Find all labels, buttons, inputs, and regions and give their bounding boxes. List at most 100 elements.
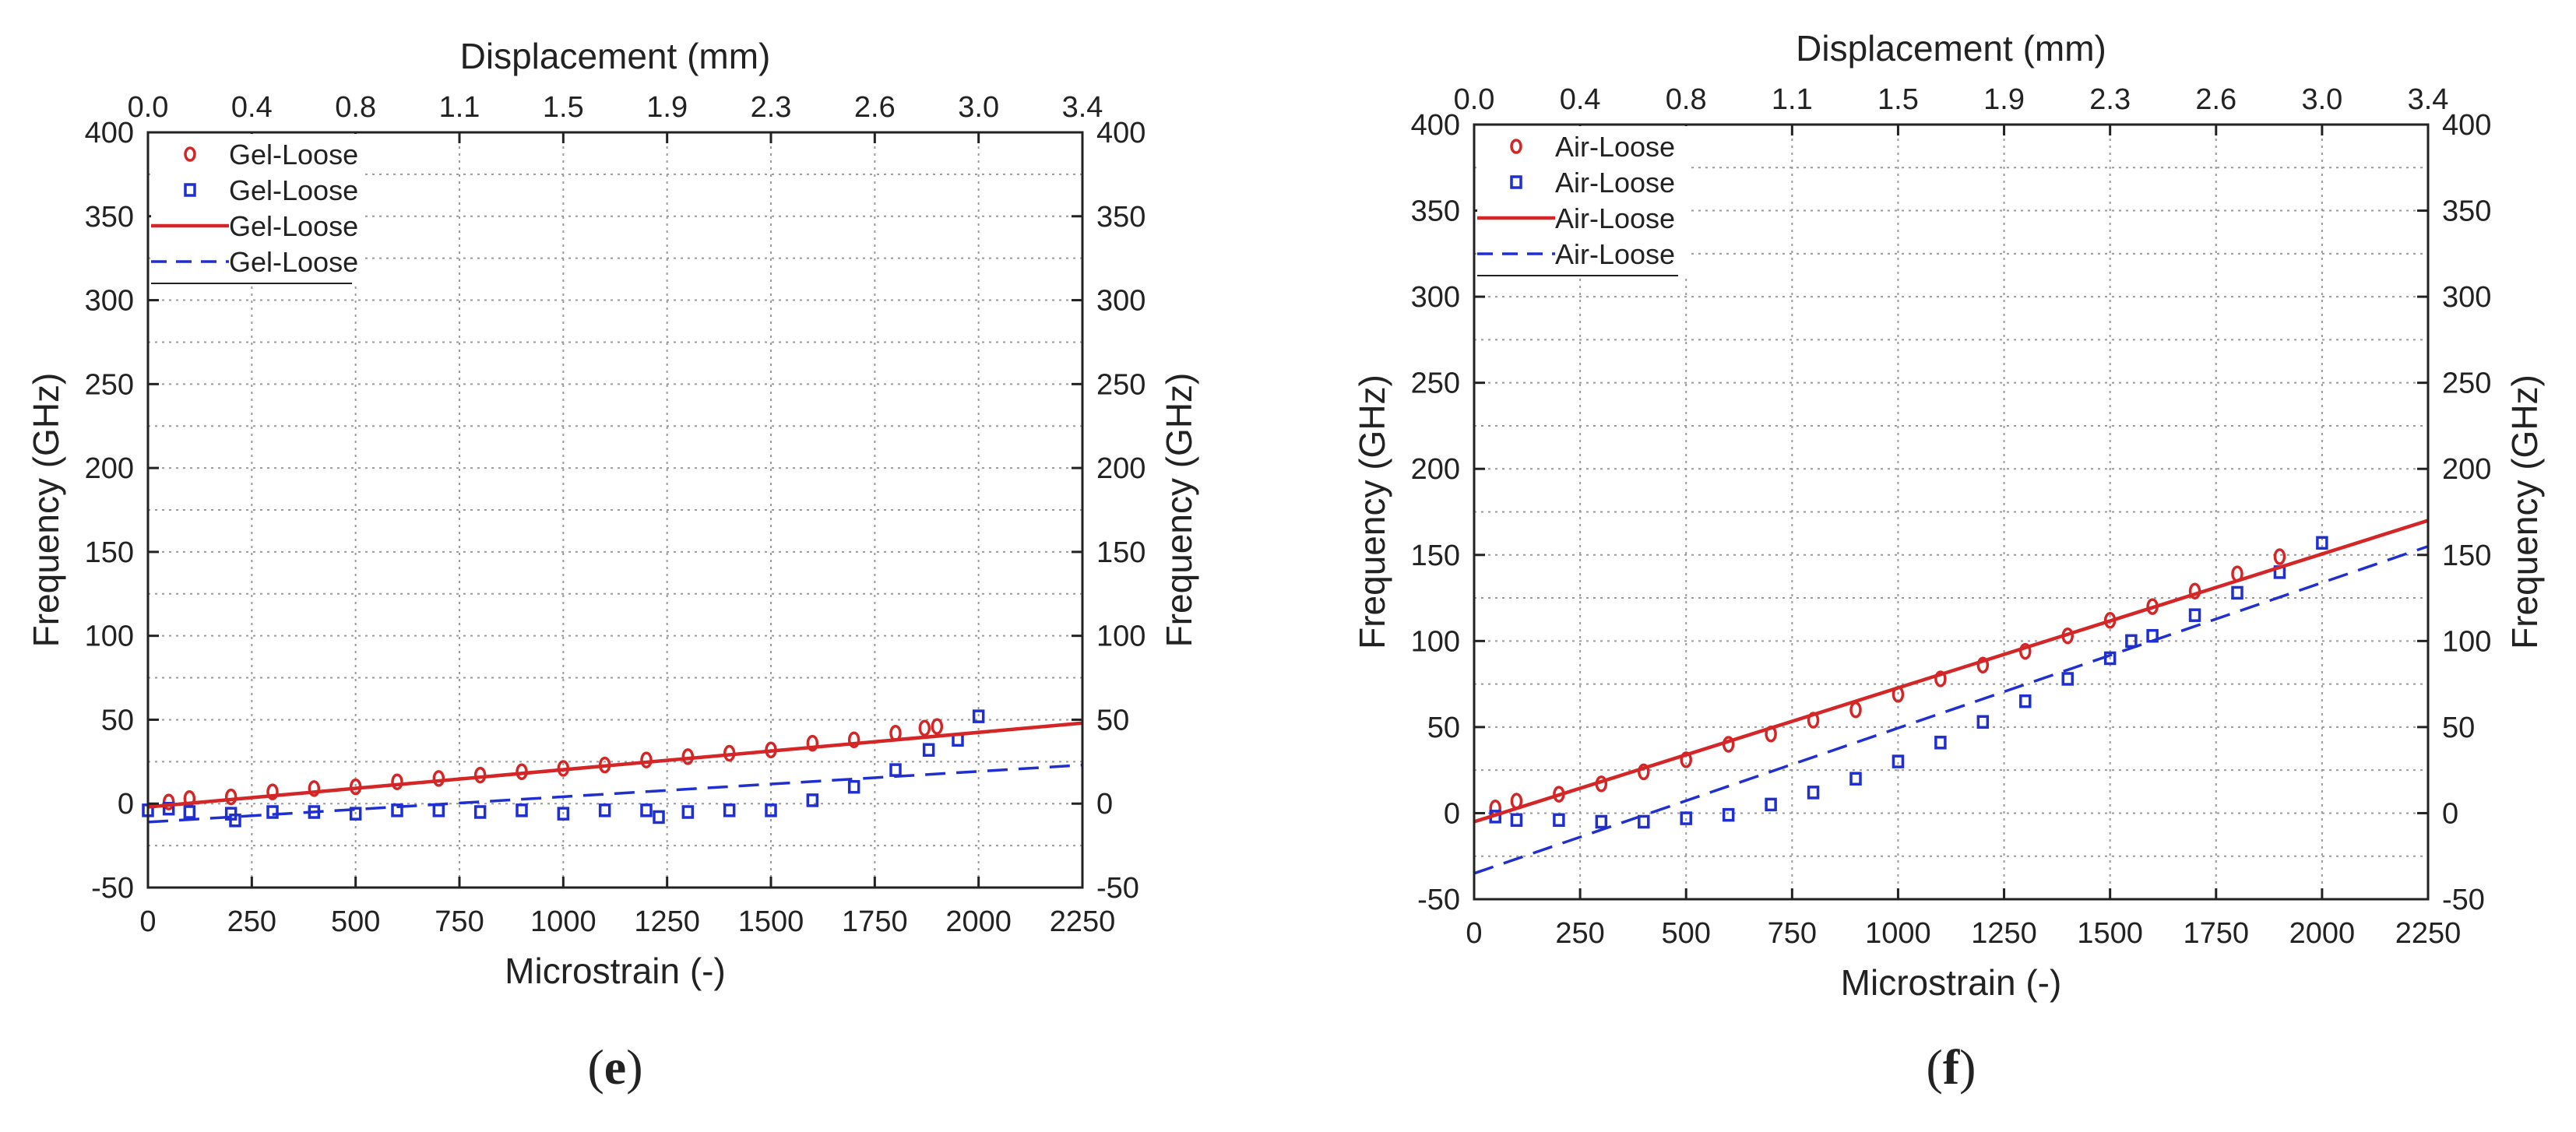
x2-tick-label: 0.0 xyxy=(128,91,169,124)
y-tick-label: 350 xyxy=(1411,195,1460,228)
data-point-square xyxy=(1976,715,1990,729)
x-tick-label: 1500 xyxy=(738,905,804,938)
y-tick-label: 200 xyxy=(1411,453,1460,486)
y-tick-label-right: 100 xyxy=(1096,620,1145,653)
y-axis-title-right: Frequency (GHz) xyxy=(1159,373,1199,648)
x-tick-label: 500 xyxy=(331,905,380,938)
y-tick-label: 0 xyxy=(1444,797,1460,830)
data-point-circle xyxy=(1934,670,1947,687)
data-point-circle xyxy=(918,719,931,737)
data-point-circle xyxy=(847,731,860,749)
data-point-square xyxy=(349,807,362,821)
y-tick-label: 400 xyxy=(1411,109,1460,142)
x2-tick-label: 1.9 xyxy=(646,91,688,124)
x-tick-label: 1750 xyxy=(2184,917,2250,950)
x-tick-label: 1750 xyxy=(842,905,908,938)
data-point-square xyxy=(516,803,528,817)
y-tick-label: 100 xyxy=(85,620,134,653)
y-tick-label-right: 250 xyxy=(2442,367,2491,400)
data-point-square xyxy=(1510,813,1523,828)
data-point-square xyxy=(598,803,611,817)
y-tick-label: 150 xyxy=(85,536,134,569)
data-point-square xyxy=(162,801,175,816)
x2-tick-label: 3.4 xyxy=(1062,91,1103,124)
plot-frame xyxy=(1473,123,2430,901)
x2-tick-label: 0.4 xyxy=(231,91,273,124)
x-tick-label: 1250 xyxy=(1971,917,2037,950)
fit-line-solid xyxy=(147,721,1083,809)
grid xyxy=(1474,125,2428,899)
data-point-square xyxy=(391,803,403,817)
x-tick-label: 2250 xyxy=(2395,917,2462,950)
legend-label: Air-Loose xyxy=(1555,202,1675,234)
x-tick-label: 2250 xyxy=(1050,905,1116,938)
x2-tick-label: 0.8 xyxy=(335,91,376,124)
data-point-circle xyxy=(391,773,403,790)
legend-symbol-square xyxy=(1510,175,1522,189)
y-tick-label-right: 0 xyxy=(1096,788,1113,821)
data-point-circle xyxy=(640,751,653,768)
x2-tick-label: 0.8 xyxy=(1666,83,1707,116)
x2-tick-label: 1.5 xyxy=(543,91,584,124)
y-tick-label: 250 xyxy=(85,368,134,401)
data-point-square xyxy=(889,763,902,777)
data-point-square xyxy=(2061,672,2074,686)
y-axis-title-right: Frequency (GHz) xyxy=(2504,374,2545,649)
y-tick-label: 400 xyxy=(85,117,134,149)
x2-tick-label: 2.6 xyxy=(854,91,896,124)
data-point-square xyxy=(473,805,487,819)
data-point-square xyxy=(847,779,860,794)
x2-tick-label: 1.1 xyxy=(439,91,480,124)
panel-label: (f) xyxy=(1927,1039,1976,1095)
legend-label: Air-Loose xyxy=(1555,131,1675,163)
x-tick-label: 0 xyxy=(1466,917,1482,950)
y-tick-label: 100 xyxy=(1411,625,1460,658)
series-group xyxy=(1473,519,2429,875)
y-tick-label-right: 400 xyxy=(2442,109,2491,142)
data-point-square xyxy=(653,810,665,824)
legend-symbol-square xyxy=(184,183,196,197)
fit-line-dashed xyxy=(1473,545,2429,875)
data-point-circle xyxy=(2273,548,2286,565)
data-point-square xyxy=(2188,608,2201,622)
data-point-square xyxy=(640,803,653,817)
data-point-square xyxy=(2231,585,2243,600)
y-tick-label-right: -50 xyxy=(2442,884,2485,916)
data-point-square xyxy=(1638,814,1650,829)
y-tick-label-right: 50 xyxy=(1096,704,1129,737)
data-point-circle xyxy=(1976,656,1990,674)
legend-label: Gel-Loose xyxy=(229,246,358,278)
plot-frame xyxy=(146,131,1084,889)
y-tick-label-right: 300 xyxy=(1096,285,1145,318)
panel-label: (e) xyxy=(587,1039,642,1095)
data-point-square xyxy=(2316,536,2328,550)
y-axis-title: Frequency (GHz) xyxy=(1352,374,1392,649)
data-point-square xyxy=(723,803,736,817)
data-point-square xyxy=(1595,814,1608,829)
y-tick-label: 300 xyxy=(1411,281,1460,314)
legend-label: Gel-Loose xyxy=(229,210,358,242)
x-tick-label: 750 xyxy=(1768,917,1817,950)
data-point-circle xyxy=(931,718,944,735)
y-tick-label: -50 xyxy=(1417,884,1460,916)
x-tick-label: 1250 xyxy=(634,905,700,938)
data-point-circle xyxy=(2019,642,2032,660)
y-tick-label-right: 100 xyxy=(2442,625,2491,658)
data-point-circle xyxy=(806,734,819,752)
y-tick-label: 200 xyxy=(85,452,134,485)
y-tick-label-right: 350 xyxy=(1096,201,1145,234)
x-tick-label: 1000 xyxy=(530,905,596,938)
legend-label: Air-Loose xyxy=(1555,167,1675,199)
legend-label: Air-Loose xyxy=(1555,238,1675,270)
legend-symbol-circle xyxy=(1510,139,1522,154)
data-point-circle xyxy=(1849,701,1862,719)
x2-tick-label: 2.3 xyxy=(2089,83,2131,116)
x2-tick-label: 1.9 xyxy=(1983,83,2025,116)
data-point-square xyxy=(1849,772,1862,786)
x-tick-label: 250 xyxy=(1555,917,1604,950)
data-point-square xyxy=(972,709,985,723)
x2-tick-label: 2.6 xyxy=(2195,83,2236,116)
